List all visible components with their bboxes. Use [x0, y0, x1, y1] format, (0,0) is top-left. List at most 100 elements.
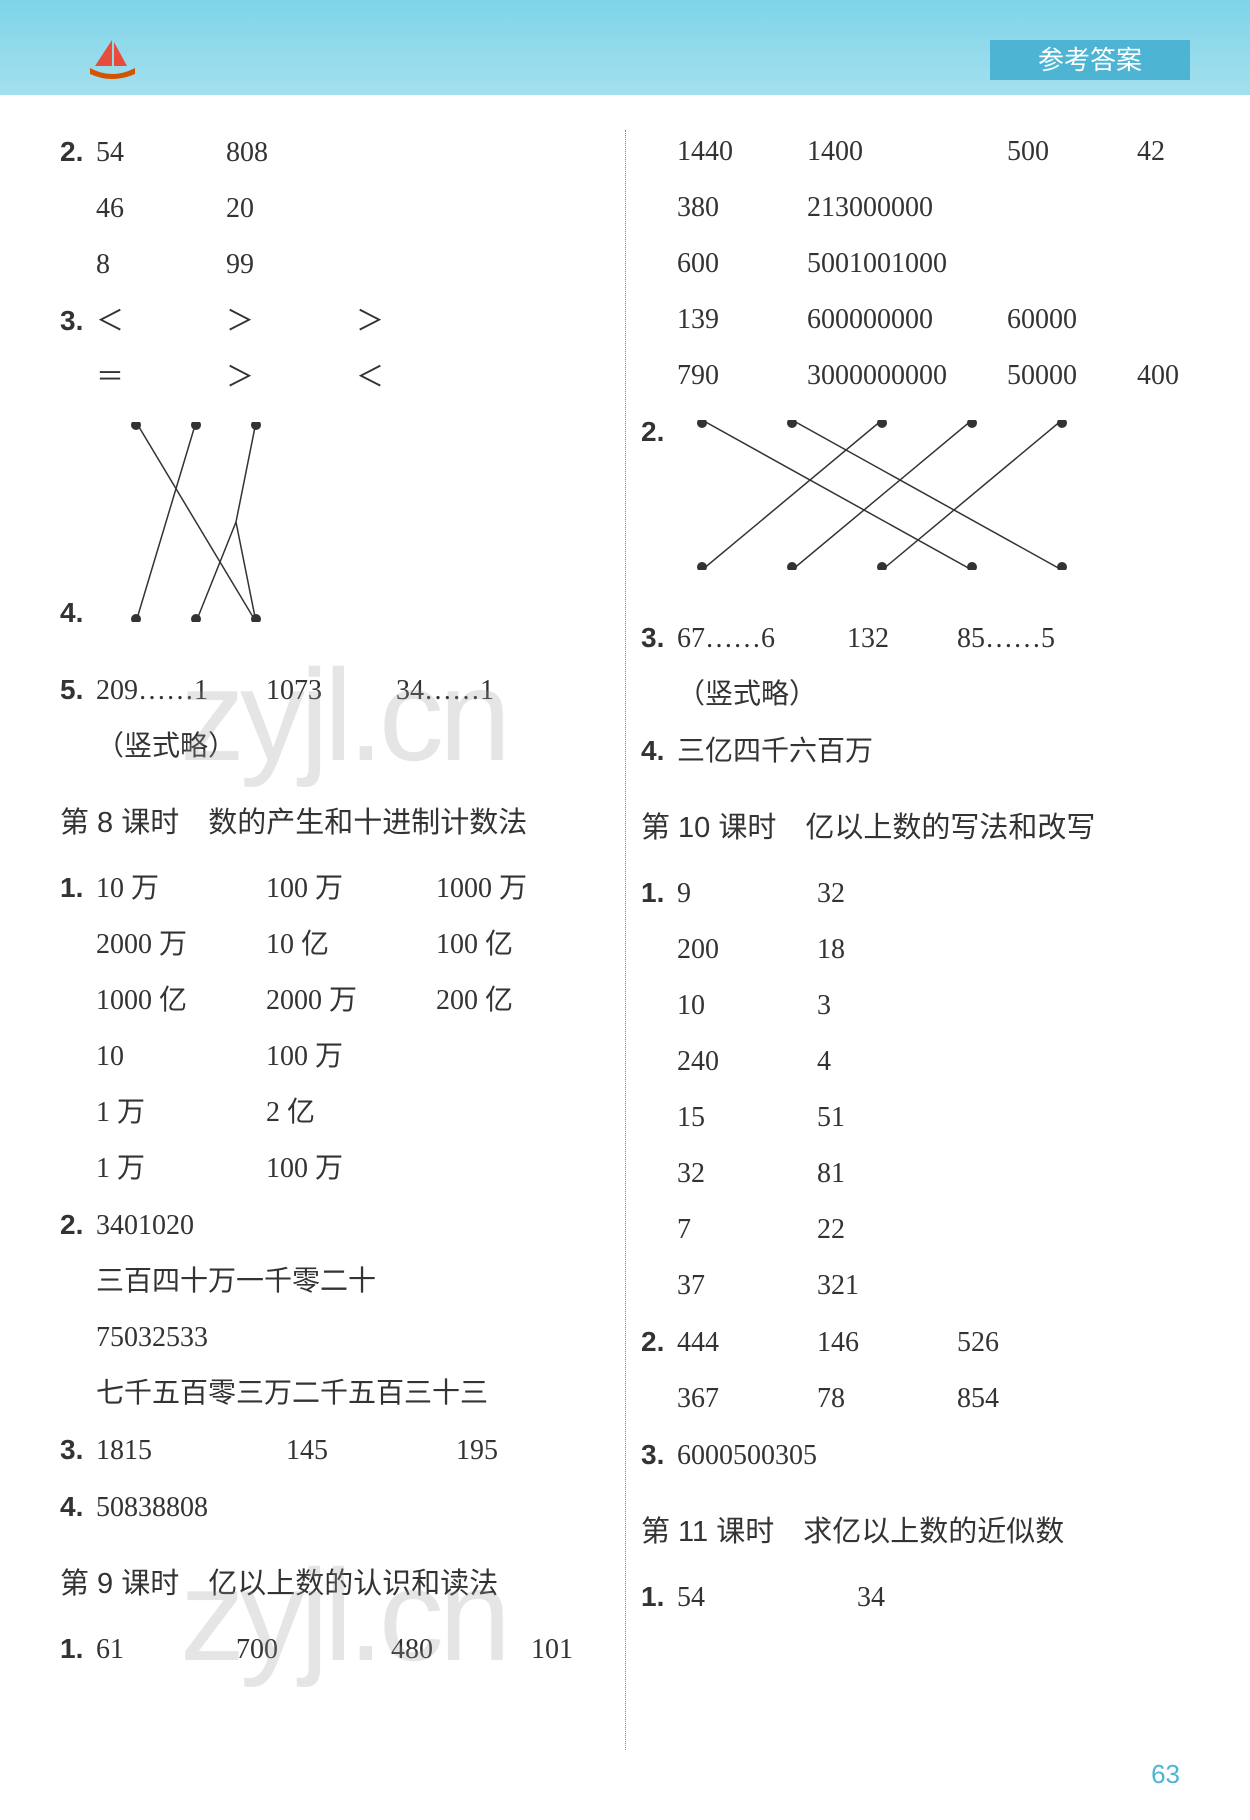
value: 78: [817, 1377, 957, 1421]
q5-note: （竖式略）: [60, 725, 611, 769]
value: 10 万: [96, 867, 266, 911]
value: 3401020: [96, 1204, 194, 1248]
value: 50838808: [96, 1486, 208, 1530]
value: 60000: [1007, 298, 1137, 342]
value: 1 万: [96, 1091, 266, 1135]
note: （竖式略）: [96, 725, 236, 769]
value: 32: [817, 872, 917, 916]
value: 700: [236, 1628, 391, 1672]
value: 4: [817, 1040, 917, 1084]
s8-q3-row: 3. 1815 145 195: [60, 1428, 611, 1473]
r-top-row0: 1440140050042: [641, 130, 1217, 174]
value: 34……1: [396, 669, 536, 713]
value: 480: [391, 1628, 531, 1672]
value: 七千五百零三万二千五百三十三: [96, 1372, 488, 1416]
value: 54: [96, 131, 226, 175]
value: 367: [677, 1377, 817, 1421]
value: 1440: [677, 130, 807, 174]
item-number: 4.: [60, 591, 96, 635]
s10-q1-row7: 37321: [641, 1264, 1217, 1308]
section9-title: 第 9 课时 亿以上数的认识和读法: [60, 1560, 611, 1602]
value: 1815: [96, 1429, 286, 1473]
value: 85……5: [957, 617, 1097, 661]
s10-q3-row: 3. 6000500305: [641, 1433, 1217, 1478]
value: ＞: [226, 356, 356, 400]
note: （竖式略）: [677, 673, 817, 717]
s10-q2-row0: 2.444146526: [641, 1320, 1217, 1365]
value: 145: [286, 1429, 456, 1473]
value: 1000 亿: [96, 979, 266, 1023]
value: 790: [677, 354, 807, 398]
s10-q1-row6: 722: [641, 1208, 1217, 1252]
value: 500: [1007, 130, 1137, 174]
value: 10 亿: [266, 923, 436, 967]
content-area: 2. 54 808 46 20 8 99 3. ＜ ＞ ＞ ＝ ＞ ＜ 4.: [0, 95, 1250, 1744]
item-number: 3.: [60, 1428, 96, 1472]
item-number: 3.: [60, 299, 96, 343]
value: 20: [226, 187, 356, 231]
value: 61: [96, 1628, 236, 1672]
value: 37: [677, 1264, 817, 1308]
value: 195: [456, 1429, 556, 1473]
value: 8: [96, 243, 226, 287]
value: 101: [531, 1628, 611, 1672]
value: 81: [817, 1152, 917, 1196]
value: 10: [677, 984, 817, 1028]
r-q3-note: （竖式略）: [641, 673, 1217, 717]
section11-title: 第 11 课时 求亿以上数的近似数: [641, 1508, 1217, 1550]
value: 32: [677, 1152, 817, 1196]
value: 808: [226, 131, 356, 175]
value: 240: [677, 1040, 817, 1084]
item-number: 2.: [641, 1320, 677, 1364]
value: 200 亿: [436, 979, 586, 1023]
value: 三亿四千六百万: [677, 730, 873, 774]
s10-q1-row2: 103: [641, 984, 1217, 1028]
s8-q2-row2: 75032533: [60, 1316, 611, 1360]
r-top-row1: 380213000000: [641, 186, 1217, 230]
item-number: 2.: [60, 130, 96, 174]
value: ＞: [356, 300, 436, 344]
r-q3-row: 3. 67……6 132 85……5: [641, 616, 1217, 661]
s8-q2-row1: 三百四十万一千零二十: [60, 1260, 611, 1304]
value: 132: [847, 617, 957, 661]
s10-q1-row5: 3281: [641, 1152, 1217, 1196]
r-q2-row: 2.: [641, 410, 1217, 604]
value: 200: [677, 928, 817, 972]
value: 600: [677, 242, 807, 286]
value: 1073: [266, 669, 396, 713]
value: 99: [226, 243, 356, 287]
item-number: 2.: [60, 1203, 96, 1247]
item-number: 1.: [60, 1627, 96, 1671]
value: 54: [677, 1576, 857, 1620]
value: 209……1: [96, 669, 266, 713]
value: ＜: [96, 300, 226, 344]
s8-q1-row2: 1000 亿2000 万200 亿: [60, 979, 611, 1023]
page-number: 63: [1151, 1759, 1180, 1790]
value: 7: [677, 1208, 817, 1252]
q5-row: 5. 209……1 1073 34……1: [60, 668, 611, 713]
matching-diagram: [682, 420, 1082, 584]
left-column: 2. 54 808 46 20 8 99 3. ＜ ＞ ＞ ＝ ＞ ＜ 4.: [60, 130, 626, 1684]
r-q4-row: 4. 三亿四千六百万: [641, 729, 1217, 774]
s9-q1-row: 1. 61 700 480 101: [60, 1627, 611, 1672]
s8-q1-row5: 1 万100 万: [60, 1147, 611, 1191]
value: 380: [677, 186, 807, 230]
q3-row0: 3. ＜ ＞ ＞: [60, 299, 611, 344]
value: ＞: [226, 300, 356, 344]
r-top-row4: 790300000000050000400: [641, 354, 1217, 398]
value: ＜: [356, 356, 436, 400]
q2-row2: 8 99: [60, 243, 611, 287]
boat-icon: [85, 38, 140, 88]
value: 100 万: [266, 1035, 436, 1079]
value: 三百四十万一千零二十: [96, 1260, 376, 1304]
s8-q1-row4: 1 万2 亿: [60, 1091, 611, 1135]
value: 1400: [807, 130, 1007, 174]
value: 3000000000: [807, 354, 1007, 398]
value: 67……6: [677, 617, 847, 661]
section10-title: 第 10 课时 亿以上数的写法和改写: [641, 804, 1217, 846]
value: 600000000: [807, 298, 1007, 342]
s8-q1-row0: 1.10 万100 万1000 万: [60, 866, 611, 911]
item-number: 5.: [60, 668, 96, 712]
value: 139: [677, 298, 807, 342]
value: 5001001000: [807, 242, 1007, 286]
